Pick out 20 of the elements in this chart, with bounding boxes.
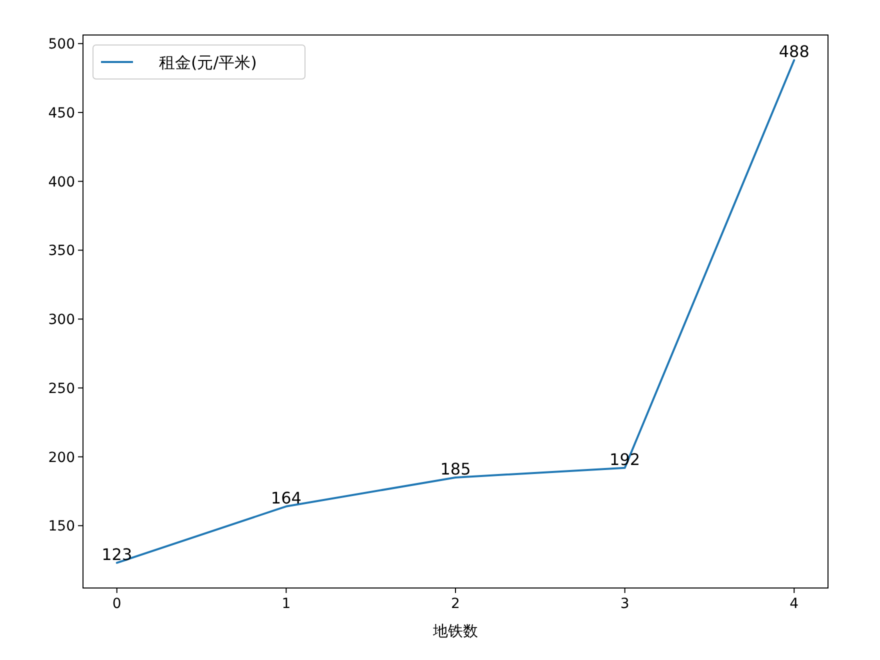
x-axis-title: 地铁数 — [432, 622, 478, 640]
y-tick-label: 450 — [48, 105, 75, 122]
y-tick-label: 200 — [48, 450, 75, 466]
y-tick-label: 500 — [48, 36, 75, 53]
data-label: 185 — [440, 459, 471, 478]
x-tick-label: 1 — [282, 596, 291, 612]
y-tick-label: 250 — [48, 380, 75, 397]
legend: 租金(元/平米) — [92, 44, 306, 80]
x-tick-label: 3 — [620, 596, 630, 612]
data-label: 488 — [778, 42, 810, 62]
x-tick-label: 0 — [112, 596, 122, 612]
x-tick-label: 2 — [451, 596, 460, 612]
y-tick-label: 400 — [48, 174, 75, 190]
y-tick-label: 350 — [48, 243, 75, 260]
x-tick-label: 4 — [790, 596, 799, 612]
legend-label: 租金(元/平米) — [159, 53, 257, 72]
y-tick-label: 150 — [48, 518, 75, 535]
data-label: 164 — [270, 488, 302, 508]
y-tick-label: 300 — [48, 312, 75, 328]
data-label: 123 — [102, 544, 132, 564]
